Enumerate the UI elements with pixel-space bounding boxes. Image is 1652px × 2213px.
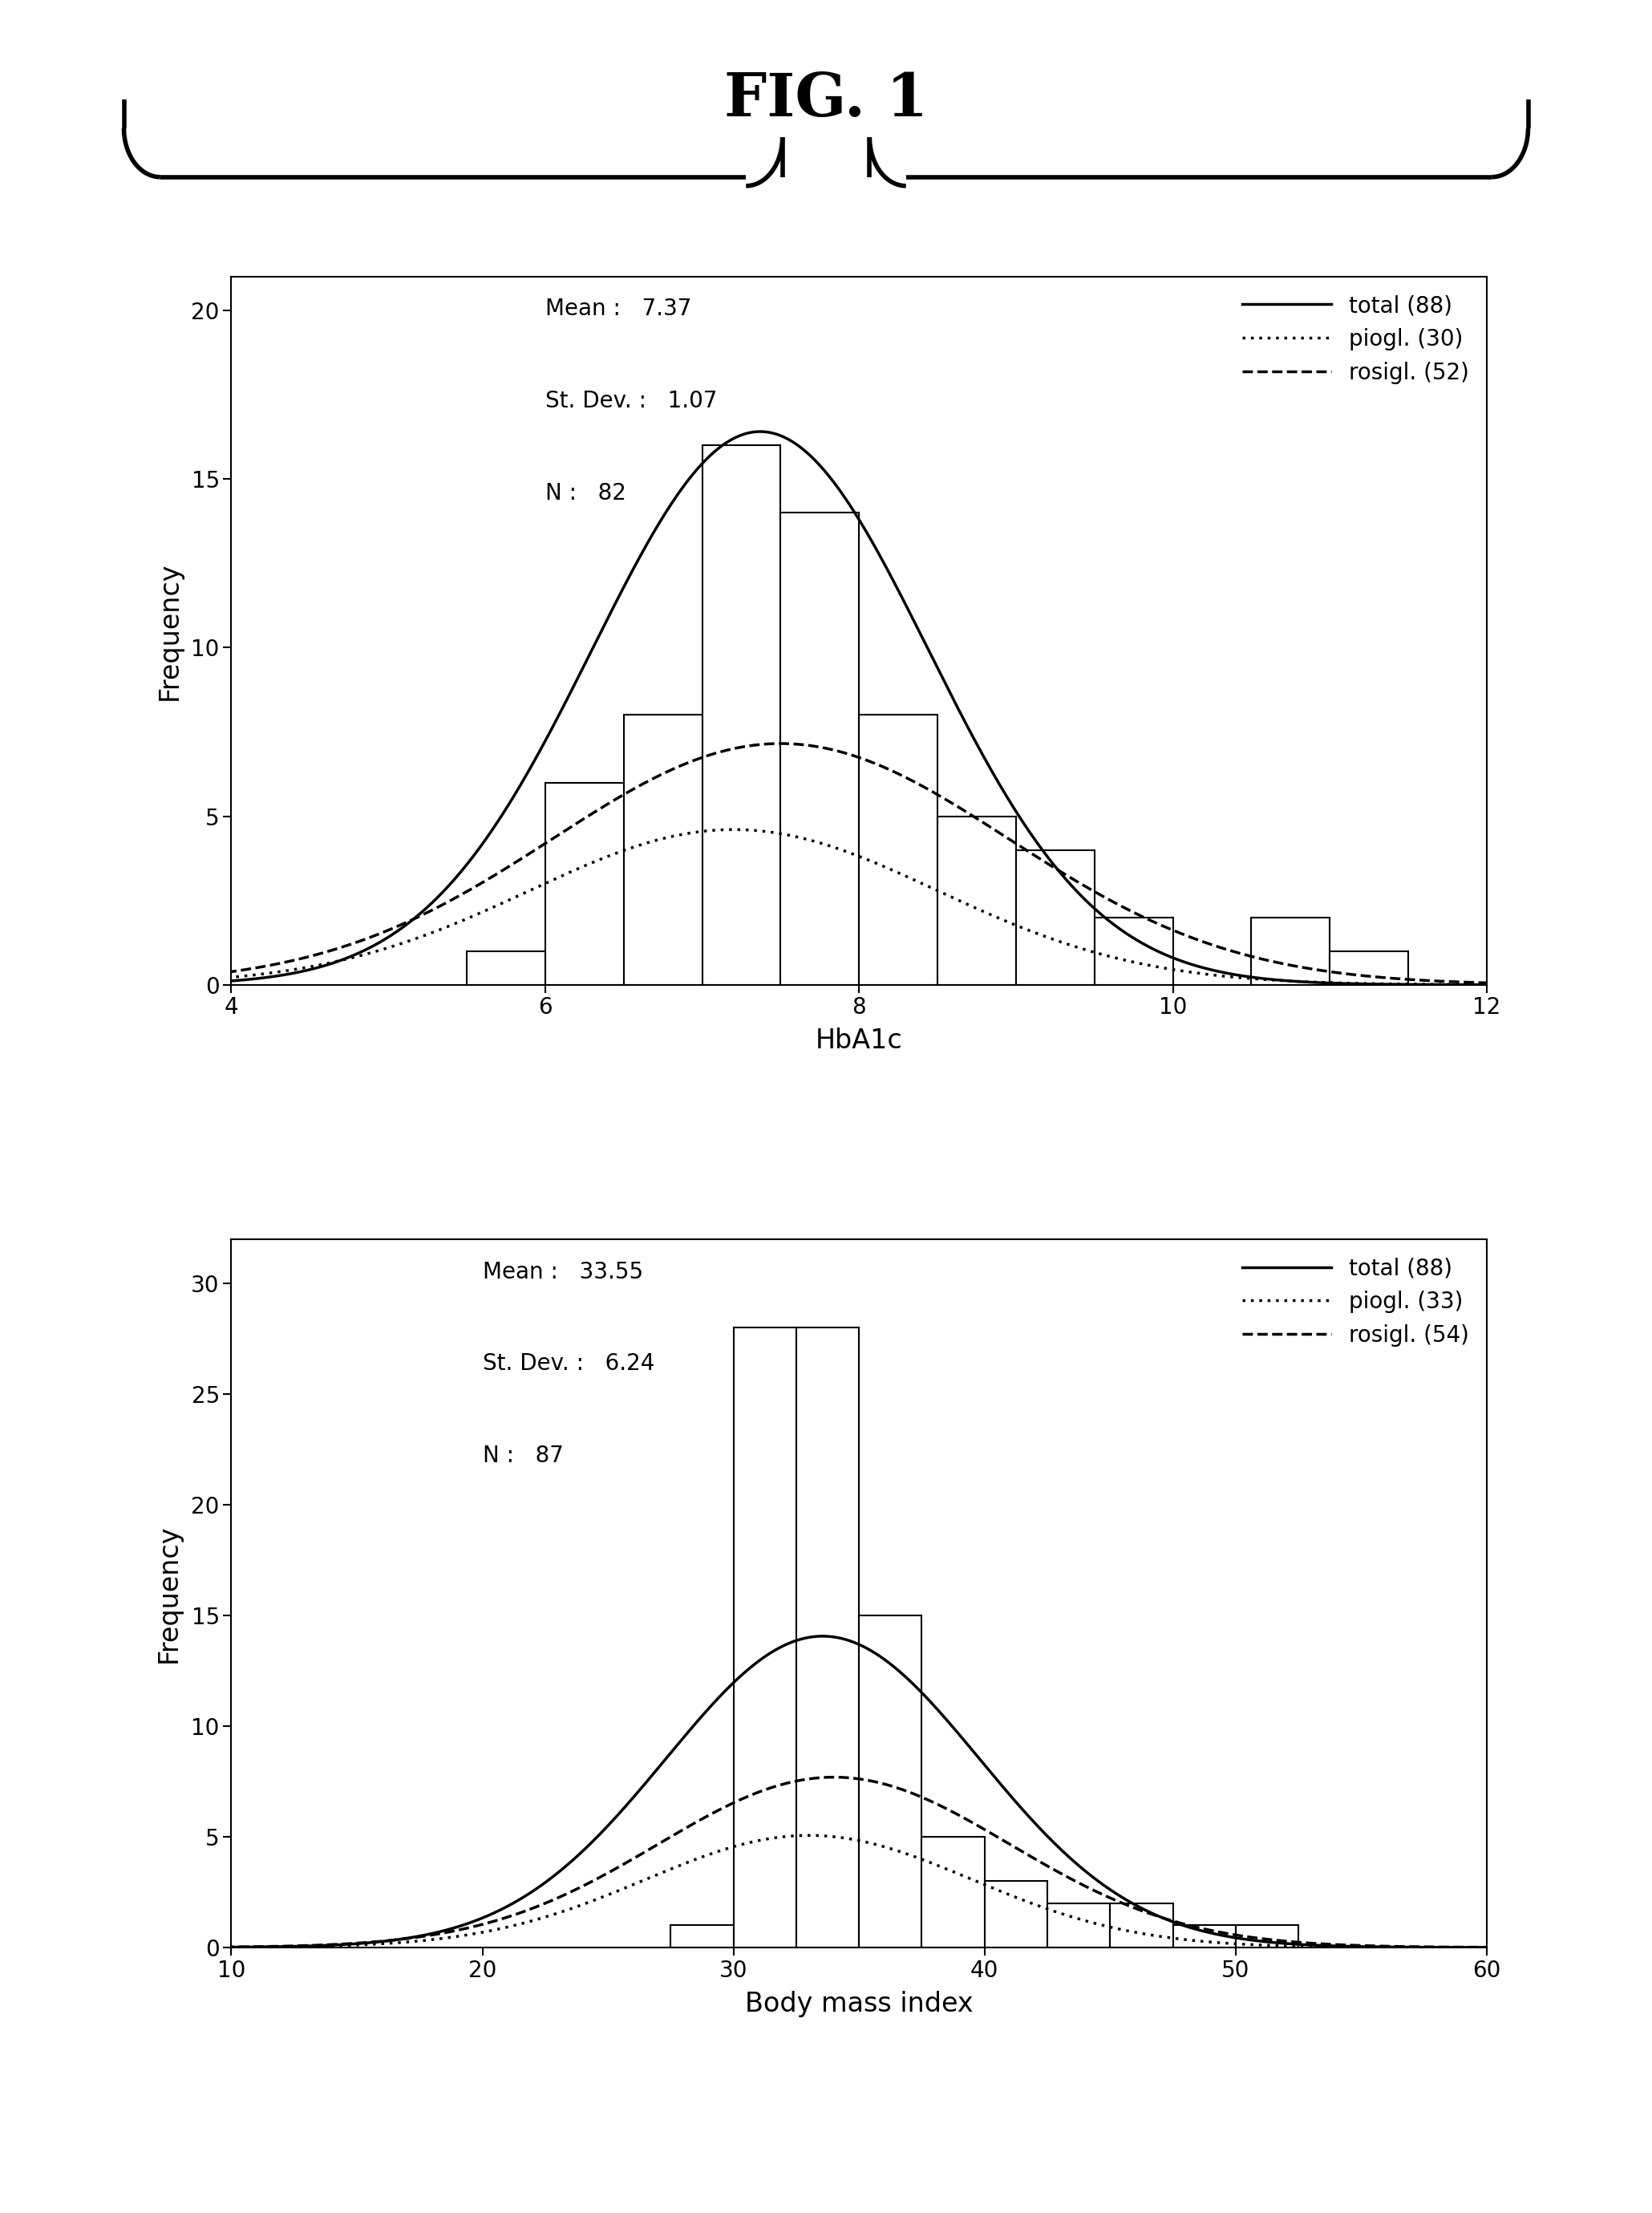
rosigl. (54) bbox=[1138, 1899, 1158, 1925]
Legend: total (88), piogl. (33), rosigl. (54): total (88), piogl. (33), rosigl. (54) bbox=[1236, 1250, 1475, 1354]
Line: piogl. (33): piogl. (33) bbox=[106, 1835, 1652, 1947]
total (88) bbox=[750, 418, 770, 445]
Bar bbox=[985, 1881, 1047, 1947]
Line: rosigl. (52): rosigl. (52) bbox=[152, 744, 1652, 985]
piogl. (33) bbox=[1503, 1934, 1523, 1961]
total (88) bbox=[1097, 907, 1117, 934]
Bar bbox=[1110, 1903, 1173, 1947]
Text: N :   87: N : 87 bbox=[482, 1445, 563, 1467]
piogl. (30) bbox=[724, 817, 743, 843]
total (88) bbox=[1138, 1899, 1158, 1925]
Legend: total (88), piogl. (30), rosigl. (52): total (88), piogl. (30), rosigl. (52) bbox=[1236, 288, 1475, 392]
Text: N :   82: N : 82 bbox=[545, 482, 626, 505]
rosigl. (52) bbox=[1056, 861, 1075, 887]
total (88) bbox=[1335, 969, 1355, 996]
rosigl. (52) bbox=[1097, 885, 1117, 912]
piogl. (33) bbox=[1138, 1921, 1158, 1947]
rosigl. (54) bbox=[1089, 1879, 1108, 1905]
Bar bbox=[922, 1837, 985, 1947]
total (88) bbox=[1089, 1868, 1108, 1894]
Text: FIG. 1: FIG. 1 bbox=[724, 71, 928, 128]
Y-axis label: Frequency: Frequency bbox=[155, 562, 182, 699]
rosigl. (52) bbox=[771, 730, 791, 757]
Bar bbox=[702, 445, 780, 985]
Bar bbox=[733, 1328, 796, 1947]
piogl. (33) bbox=[1089, 1912, 1108, 1939]
piogl. (30) bbox=[1145, 954, 1165, 980]
total (88) bbox=[1056, 865, 1075, 892]
total (88) bbox=[142, 972, 162, 998]
Bar bbox=[1236, 1925, 1298, 1947]
Line: rosigl. (54): rosigl. (54) bbox=[106, 1777, 1652, 1947]
Bar bbox=[1016, 850, 1094, 985]
piogl. (30) bbox=[240, 963, 259, 989]
Text: St. Dev. :   6.24: St. Dev. : 6.24 bbox=[482, 1352, 654, 1374]
piogl. (30) bbox=[1335, 969, 1355, 996]
total (88) bbox=[813, 1622, 833, 1649]
rosigl. (52) bbox=[1335, 960, 1355, 987]
piogl. (30) bbox=[1497, 972, 1517, 998]
rosigl. (52) bbox=[1145, 910, 1165, 936]
Line: total (88): total (88) bbox=[152, 432, 1652, 985]
piogl. (30) bbox=[1056, 929, 1075, 956]
total (88) bbox=[197, 1934, 216, 1961]
total (88) bbox=[1503, 1934, 1523, 1961]
Line: piogl. (30): piogl. (30) bbox=[152, 830, 1652, 985]
rosigl. (54) bbox=[1336, 1932, 1356, 1959]
total (88) bbox=[1336, 1932, 1356, 1959]
rosigl. (54) bbox=[96, 1934, 116, 1961]
Bar bbox=[545, 783, 623, 985]
Bar bbox=[781, 513, 859, 985]
Bar bbox=[859, 715, 938, 985]
Text: Mean :   33.55: Mean : 33.55 bbox=[482, 1261, 643, 1284]
rosigl. (52) bbox=[240, 956, 259, 983]
rosigl. (54) bbox=[823, 1764, 843, 1790]
Bar bbox=[1047, 1903, 1110, 1947]
Bar bbox=[468, 952, 545, 985]
piogl. (33) bbox=[197, 1934, 216, 1961]
rosigl. (54) bbox=[197, 1934, 216, 1961]
piogl. (33) bbox=[1046, 1899, 1066, 1925]
total (88) bbox=[1145, 936, 1165, 963]
rosigl. (54) bbox=[1046, 1857, 1066, 1883]
Bar bbox=[1330, 952, 1408, 985]
total (88) bbox=[240, 967, 259, 994]
total (88) bbox=[1046, 1830, 1066, 1857]
total (88) bbox=[1497, 972, 1517, 998]
piogl. (30) bbox=[142, 969, 162, 996]
total (88) bbox=[96, 1934, 116, 1961]
piogl. (33) bbox=[96, 1934, 116, 1961]
piogl. (30) bbox=[1097, 943, 1117, 969]
Bar bbox=[1252, 918, 1330, 985]
Bar bbox=[624, 715, 702, 985]
Bar bbox=[1173, 1925, 1236, 1947]
rosigl. (52) bbox=[142, 967, 162, 994]
Text: St. Dev. :   1.07: St. Dev. : 1.07 bbox=[545, 389, 717, 412]
Bar bbox=[796, 1328, 859, 1947]
Bar bbox=[859, 1615, 922, 1947]
Bar bbox=[938, 817, 1016, 985]
Line: total (88): total (88) bbox=[106, 1635, 1652, 1947]
Bar bbox=[671, 1925, 733, 1947]
X-axis label: HbA1c: HbA1c bbox=[816, 1027, 902, 1053]
rosigl. (54) bbox=[1503, 1934, 1523, 1961]
rosigl. (52) bbox=[1497, 969, 1517, 996]
piogl. (33) bbox=[1336, 1934, 1356, 1961]
X-axis label: Body mass index: Body mass index bbox=[745, 1989, 973, 2016]
Bar bbox=[1094, 918, 1173, 985]
Y-axis label: Frequency: Frequency bbox=[155, 1525, 182, 1662]
piogl. (33) bbox=[798, 1821, 818, 1848]
Text: Mean :   7.37: Mean : 7.37 bbox=[545, 299, 692, 321]
